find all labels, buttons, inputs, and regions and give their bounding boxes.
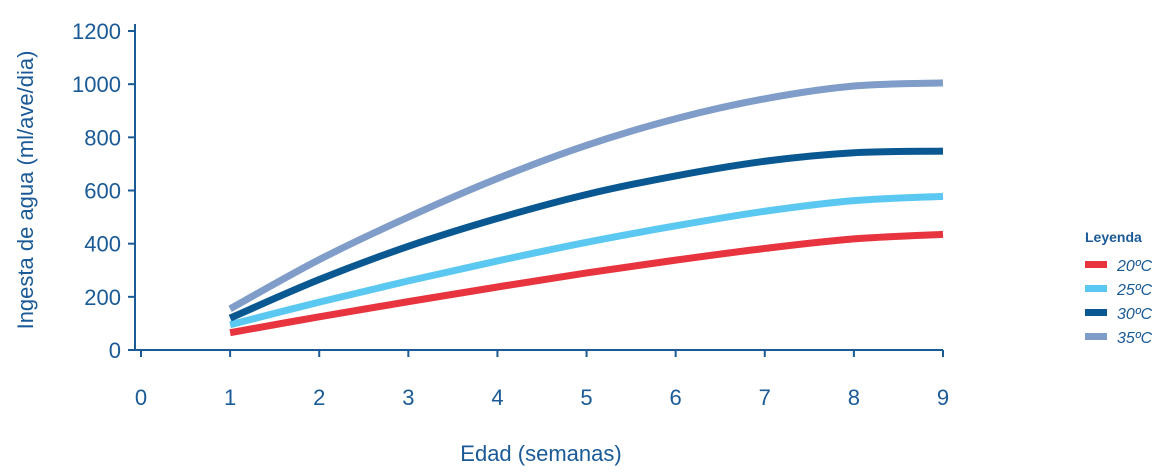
y-ticks: [128, 30, 135, 351]
y-tick-label: 600: [84, 179, 121, 204]
x-tick-label: 0: [135, 385, 147, 410]
y-tick-label: 1000: [72, 72, 121, 97]
legend-swatch: [1085, 333, 1107, 340]
x-ticks: [140, 350, 944, 357]
legend-label: 20ºC: [1116, 258, 1153, 275]
x-axis-title: Edad (semanas): [460, 441, 621, 466]
y-tick-labels: 0 200 400 600 800 1000 1200: [72, 19, 121, 363]
x-tick-label: 8: [848, 385, 860, 410]
series-line-1: [229, 230, 944, 337]
x-tick-label: 4: [491, 385, 503, 410]
legend-items: 20ºC 25ºC 30ºC 35ºC: [1085, 258, 1153, 347]
legend-label: 25ºC: [1116, 282, 1153, 299]
y-axis: 0 200 400 600 800 1000 1200: [72, 19, 136, 363]
x-tick-label: 6: [670, 385, 682, 410]
x-tick-label: 3: [402, 385, 414, 410]
y-tick-label: 1200: [72, 19, 121, 44]
y-tick-label: 200: [84, 285, 121, 310]
x-tick-label: 7: [759, 385, 771, 410]
x-tick-label: 1: [224, 385, 236, 410]
y-tick-label: 0: [109, 338, 121, 363]
legend: Leyenda 20ºC 25ºC 30ºC 35ºC: [1085, 229, 1153, 347]
y-tick-label: 800: [84, 125, 121, 150]
legend-label: 35ºC: [1117, 330, 1153, 347]
series-line-3: [228, 147, 944, 322]
legend-swatch: [1085, 261, 1107, 268]
legend-swatch: [1085, 285, 1107, 292]
series-line-4: [228, 79, 944, 312]
legend-swatch: [1085, 309, 1107, 316]
legend-title: Leyenda: [1085, 229, 1142, 245]
x-tick-label: 9: [937, 385, 949, 410]
x-tick-label: 5: [580, 385, 592, 410]
x-tick-label: 2: [313, 385, 325, 410]
x-tick-labels: 0 1 2 3 4 5 6 7 8 9: [135, 385, 949, 410]
series-line-2: [229, 192, 944, 329]
series-lines: [228, 79, 944, 337]
x-axis: 0 1 2 3 4 5 6 7 8 9: [135, 349, 949, 410]
y-tick-label: 400: [84, 232, 121, 257]
y-axis-title: Ingesta de agua (ml/ave/dia): [13, 51, 38, 330]
legend-label: 30ºC: [1117, 306, 1153, 323]
